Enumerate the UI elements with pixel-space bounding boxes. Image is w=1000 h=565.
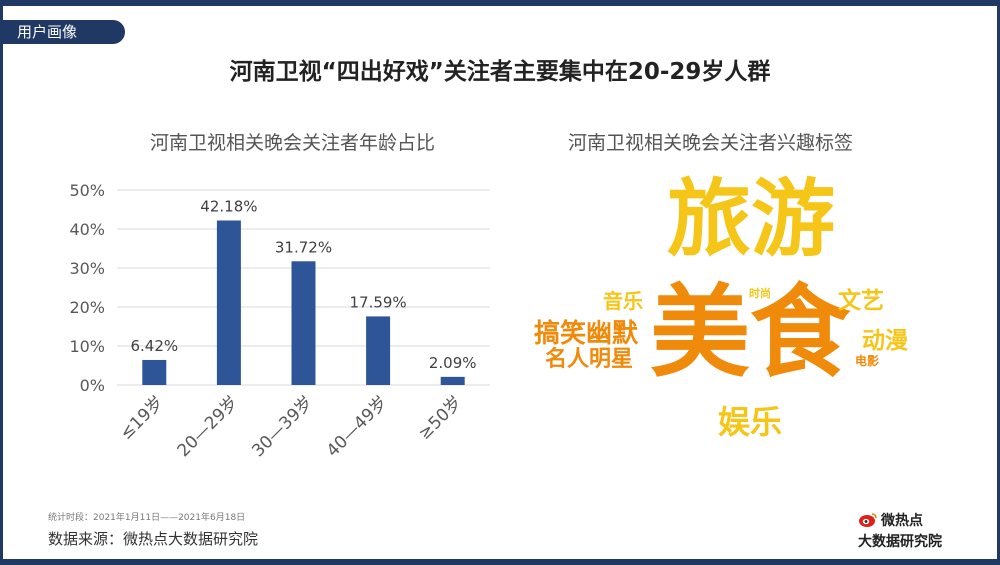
word-dianying: 电影 xyxy=(855,354,880,368)
y-tick-label: 30% xyxy=(69,259,105,278)
x-tick-label: ≥50岁 xyxy=(415,392,467,444)
top-border xyxy=(0,0,1000,6)
bar xyxy=(440,376,465,385)
data-source: 数据来源：微热点大数据研究院 xyxy=(48,530,259,548)
word-lvyou: 旅游 xyxy=(667,170,836,268)
page-title: 河南卫视“四出好戏”关注者主要集中在20-29岁人群 xyxy=(229,59,771,85)
age-bar-chart: 0% 10% 20% 30% 40% 50% 6.42% ≤19岁 42.18% 20—29岁 31… xyxy=(69,181,490,461)
x-tick-label: ≤19岁 xyxy=(116,392,168,444)
y-tick-label: 50% xyxy=(69,181,105,200)
data-label: 42.18% xyxy=(200,197,257,215)
bar xyxy=(366,316,391,385)
word-mingren: 名人明星 xyxy=(545,347,634,372)
data-label: 6.42% xyxy=(130,337,178,355)
y-tick-label: 20% xyxy=(69,298,105,317)
word-yinyue: 音乐 xyxy=(603,289,643,313)
y-tick-label: 0% xyxy=(80,376,105,395)
word-shishang: 时尚 xyxy=(749,287,771,300)
bar xyxy=(142,359,167,385)
word-yule: 娱乐 xyxy=(718,403,783,441)
x-tick-label: 20—29岁 xyxy=(174,392,243,461)
data-label: 17.59% xyxy=(349,293,406,311)
word-wenyi: 文艺 xyxy=(838,288,884,314)
weibo-eye-icon xyxy=(859,513,877,527)
y-tick-label: 40% xyxy=(69,220,105,239)
age-chart-subtitle: 河南卫视相关晚会关注者年龄占比 xyxy=(150,132,436,154)
data-label: 31.72% xyxy=(275,238,332,256)
word-meishi: 美食 xyxy=(650,274,850,391)
section-tag: 用户画像 xyxy=(3,20,125,44)
word-dongman: 动漫 xyxy=(862,328,908,354)
y-tick-label: 10% xyxy=(69,337,105,356)
word-gaoxiao: 搞笑幽默 xyxy=(534,319,639,349)
bar xyxy=(216,220,241,385)
x-tick-label: 30—39岁 xyxy=(248,392,317,461)
brand-subtitle: 大数据研究院 xyxy=(858,534,942,550)
interest-cloud-subtitle: 河南卫视相关晚会关注者兴趣标签 xyxy=(568,132,854,154)
brand-name: 微热点 xyxy=(881,513,923,529)
brand-logo: 微热点 大数据研究院 xyxy=(858,510,968,551)
bottom-border xyxy=(0,559,1000,565)
statistics-period: 统计时段：2021年1月11日——2021年6月18日 xyxy=(48,513,246,523)
data-label: 2.09% xyxy=(429,354,477,372)
bar xyxy=(291,261,316,385)
x-tick-label: 40—49岁 xyxy=(323,392,392,461)
